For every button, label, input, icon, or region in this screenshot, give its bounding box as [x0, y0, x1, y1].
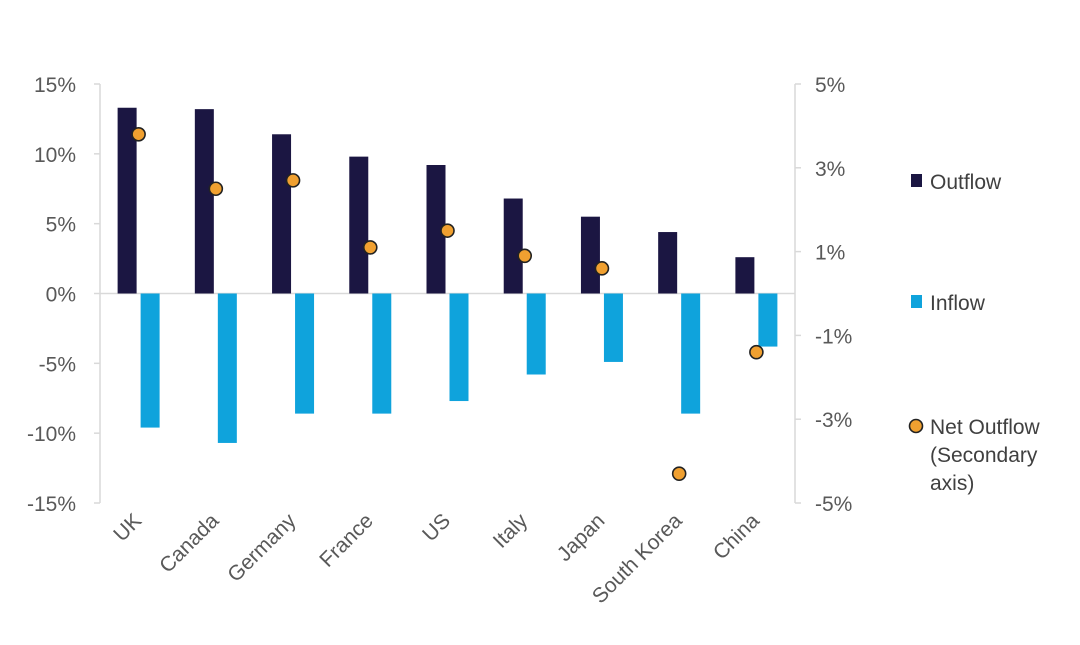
chart-axes	[94, 83, 801, 504]
primary-y-tick-label: -5%	[39, 353, 76, 376]
secondary-y-tick-label: -5%	[815, 493, 852, 516]
inflow-bar	[526, 293, 546, 375]
outflow-bar	[194, 109, 214, 294]
category-label: France	[315, 509, 377, 571]
outflow-bar	[117, 107, 137, 294]
net-outflow-point	[671, 466, 687, 481]
category-label: UK	[109, 509, 146, 546]
legend-net-outflow-label: Net Outflow	[930, 416, 1041, 439]
secondary-y-tick-label: -1%	[815, 325, 852, 348]
inflow-bar	[140, 293, 160, 428]
inflow-bar	[681, 293, 701, 414]
chart-legend: Outflow Inflow Net Outflow (Secondary axis)	[908, 171, 1041, 495]
net-outflow-point	[285, 173, 301, 188]
legend-outflow-swatch	[911, 174, 922, 187]
legend-outflow-label: Outflow	[930, 171, 1002, 194]
outflow-bar	[735, 257, 755, 294]
legend-inflow-swatch	[911, 295, 922, 308]
legend-net-outflow-label: (Secondary	[930, 444, 1038, 467]
chart-points	[131, 126, 764, 481]
category-label: Germany	[223, 509, 301, 587]
secondary-y-tick-label: 3%	[815, 158, 845, 181]
outflow-bar	[503, 198, 523, 294]
chart-bars	[117, 107, 778, 443]
category-label: Italy	[489, 509, 533, 553]
inflow-bar	[603, 293, 623, 362]
secondary-y-tick-label: 5%	[815, 74, 845, 97]
inflow-bar	[295, 293, 315, 414]
secondary-y-tick-label: 1%	[815, 242, 845, 265]
primary-y-tick-label: -15%	[27, 493, 76, 516]
legend-net-outflow-label: axis)	[930, 472, 974, 495]
net-outflow-point	[517, 248, 533, 264]
primary-y-tick-label: 5%	[46, 214, 76, 237]
outflow-bar	[580, 216, 600, 294]
primary-y-tick-label: 15%	[34, 74, 76, 97]
category-label: Canada	[155, 509, 224, 578]
inflow-bar	[758, 293, 778, 347]
primary-y-tick-label: -10%	[27, 423, 76, 446]
category-label: China	[709, 509, 764, 564]
primary-y-tick-label: 0%	[46, 284, 76, 307]
net-outflow-point	[594, 261, 610, 276]
secondary-y-tick-label: -3%	[815, 409, 852, 432]
chart-tick-labels: 15% 10% 5% 0% -5% -10% -15% 5% 3% 1% -1% -3% -5%	[27, 74, 852, 516]
outflow-bar	[272, 134, 292, 294]
outflow-bar	[658, 232, 678, 294]
net-outflow-point	[440, 223, 455, 238]
inflow-bar	[372, 293, 392, 414]
category-label: US	[418, 509, 455, 546]
legend-net-outflow-marker	[908, 418, 924, 434]
net-outflow-point	[362, 240, 378, 255]
inflow-bar	[217, 293, 237, 443]
outflow-bar	[349, 156, 369, 294]
legend-inflow-label: Inflow	[930, 292, 986, 315]
category-label: Japan	[553, 509, 610, 566]
net-outflow-point	[749, 344, 764, 360]
primary-y-tick-label: 10%	[34, 144, 76, 167]
outflow-bar	[426, 165, 446, 294]
net-outflow-point	[208, 181, 224, 197]
net-outflow-point	[131, 126, 146, 142]
inflow-bar	[449, 293, 469, 402]
